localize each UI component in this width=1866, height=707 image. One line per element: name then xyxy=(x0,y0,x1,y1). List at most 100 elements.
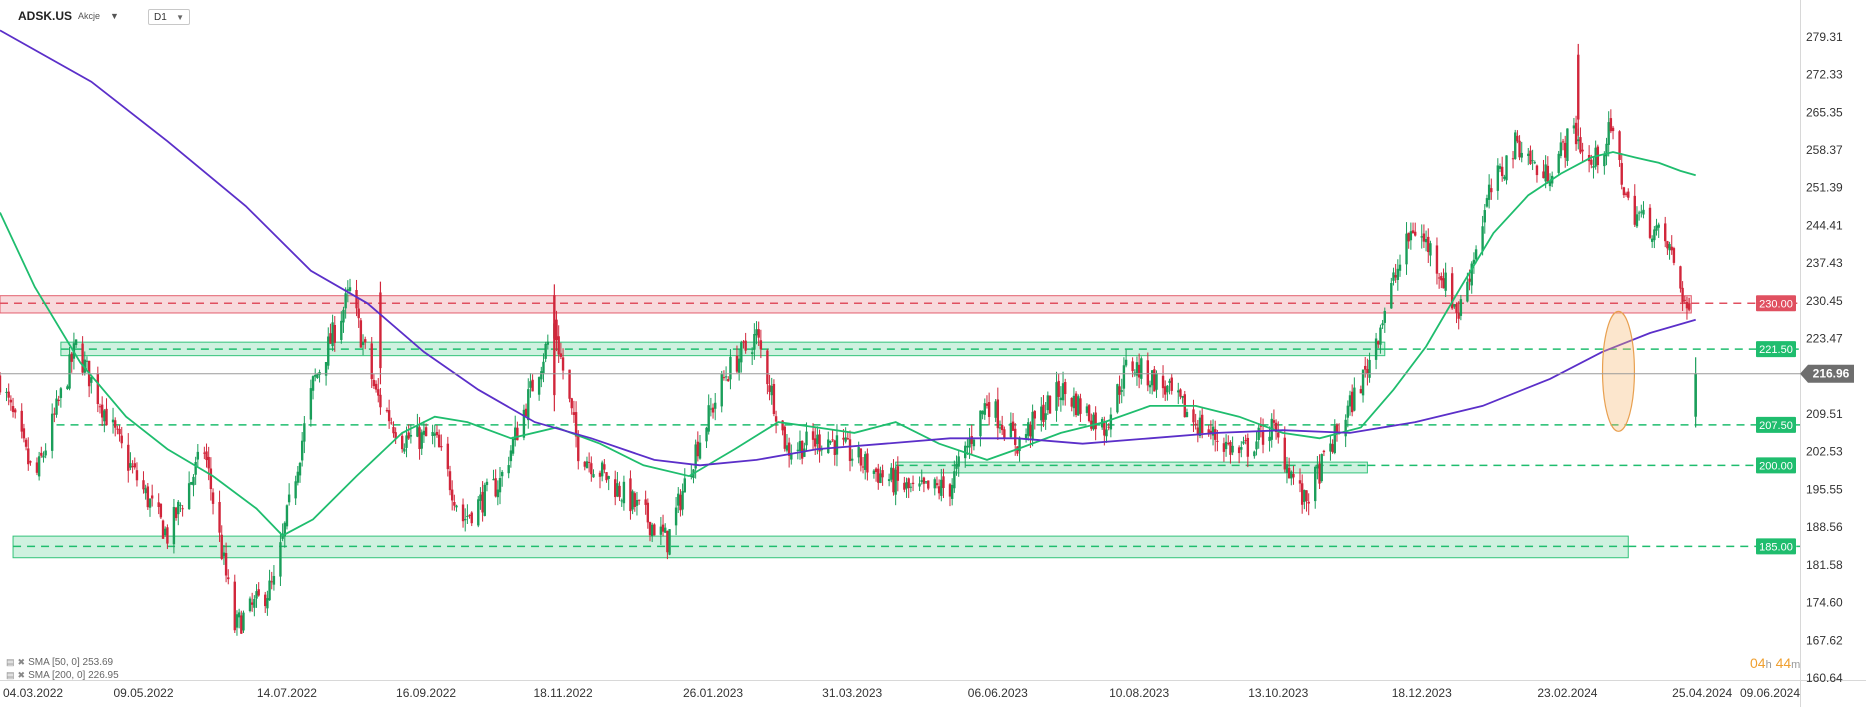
resistance-level-badge xyxy=(1756,295,1796,312)
candle-bull xyxy=(66,386,69,390)
candle-bull xyxy=(1637,212,1641,214)
candle-bear xyxy=(181,508,184,510)
candle-bear xyxy=(379,292,382,369)
candle-bull xyxy=(546,341,550,345)
candle-bear xyxy=(9,399,13,403)
candle-bull xyxy=(659,526,663,535)
candle-bull xyxy=(879,473,882,484)
candle-bull xyxy=(1120,390,1123,392)
candle-bear xyxy=(1350,391,1354,413)
candle-bull xyxy=(327,336,330,366)
candle-bull xyxy=(272,575,276,585)
candle-bull xyxy=(1566,128,1569,162)
candle-bull xyxy=(1361,369,1365,396)
candle-bear xyxy=(35,462,39,473)
x-tick-label: 09.06.2024 xyxy=(1740,686,1800,700)
candle-bull xyxy=(164,528,167,536)
candle-bear xyxy=(1118,386,1121,395)
legend-sma50[interactable]: ▤ ✖ SMA [50, 0] 253.69 xyxy=(6,656,119,669)
candle-bull xyxy=(298,462,302,476)
candle-bear xyxy=(1087,405,1091,422)
candle-bear xyxy=(1437,277,1441,279)
candle-bear xyxy=(146,486,150,508)
candle-bear xyxy=(935,483,939,486)
candle-bull xyxy=(1303,489,1306,502)
candle-bear xyxy=(1227,443,1230,445)
candle-bear xyxy=(29,461,32,463)
candle-bear xyxy=(1435,245,1439,274)
candle-bull xyxy=(303,423,306,442)
candle-bear xyxy=(587,461,591,463)
candle-bear xyxy=(446,443,450,470)
candle-bear xyxy=(240,615,243,634)
y-tick-label: 223.47 xyxy=(1806,332,1843,346)
candle-bull xyxy=(1024,434,1028,440)
y-tick-label: 167.62 xyxy=(1806,633,1843,647)
candle-bull xyxy=(1018,437,1021,452)
candle-bear xyxy=(987,402,991,417)
close-icon[interactable]: ✖ xyxy=(17,657,26,667)
candle-bull xyxy=(542,361,545,374)
y-tick-label: 181.58 xyxy=(1806,558,1843,572)
candle-bull xyxy=(1231,445,1234,453)
y-tick-label: 188.56 xyxy=(1806,520,1843,534)
candle-bear xyxy=(922,477,926,484)
candle-bear xyxy=(1307,501,1310,504)
candle-bull xyxy=(1333,425,1336,454)
candle-bull xyxy=(405,435,408,448)
candle-bear xyxy=(881,470,884,478)
candle-bear xyxy=(70,353,73,362)
settings-icon[interactable]: ▤ xyxy=(6,657,15,667)
y-tick-label: 258.37 xyxy=(1806,143,1843,157)
candle-bear xyxy=(942,476,945,489)
candle-bear xyxy=(166,527,169,544)
candle-bull xyxy=(177,501,180,515)
candle-bull xyxy=(1472,259,1476,265)
close-icon[interactable]: ✖ xyxy=(17,670,26,680)
settings-icon[interactable]: ▤ xyxy=(6,670,15,680)
candle-bull xyxy=(1557,153,1560,173)
candle-bear xyxy=(98,406,102,408)
timeframe-value: D1 xyxy=(154,11,167,23)
candle-bear xyxy=(1422,233,1426,242)
candle-bear xyxy=(1003,429,1006,438)
candle-bear xyxy=(1131,361,1134,372)
candle-bull xyxy=(805,431,808,446)
candle-bear xyxy=(859,448,863,466)
candle-bull xyxy=(1505,155,1508,181)
candle-bull xyxy=(1059,397,1063,401)
caret-down-icon[interactable]: ▼ xyxy=(110,11,119,21)
x-tick-label: 16.09.2022 xyxy=(396,686,456,700)
candle-bull xyxy=(790,454,793,460)
x-tick-label: 13.10.2023 xyxy=(1248,686,1308,700)
candle-bear xyxy=(377,389,380,396)
candle-bull xyxy=(1255,441,1258,450)
candle-bull xyxy=(1105,429,1108,437)
candle-bear xyxy=(1442,278,1445,289)
candle-bear xyxy=(877,468,880,483)
candles xyxy=(0,43,1697,636)
candle-bear xyxy=(418,427,421,450)
candle-bull xyxy=(829,440,832,443)
candle-bull xyxy=(835,435,839,455)
candle-bull xyxy=(300,440,304,461)
support-level-label: 200.00 xyxy=(1759,460,1793,472)
candle-bull xyxy=(361,341,365,346)
candle-bull xyxy=(1027,422,1030,436)
candle-bull xyxy=(1420,236,1423,238)
y-tick-label: 279.31 xyxy=(1806,30,1843,44)
candle-bear xyxy=(1561,141,1565,143)
candle-bull xyxy=(129,463,132,468)
timeframe-select[interactable]: D1 ▼ xyxy=(148,9,190,25)
candle-bull xyxy=(403,448,406,452)
candle-bull xyxy=(981,410,984,415)
candle-bear xyxy=(1633,195,1636,225)
legend-sma200[interactable]: ▤ ✖ SMA [200, 0] 226.95 xyxy=(6,669,119,682)
candle-bear xyxy=(1103,421,1106,436)
candle-bear xyxy=(766,350,769,385)
symbol-name[interactable]: ADSK.US xyxy=(18,9,73,23)
candle-bear xyxy=(1468,278,1471,282)
candle-bear xyxy=(583,461,586,467)
candle-bull xyxy=(422,430,426,435)
